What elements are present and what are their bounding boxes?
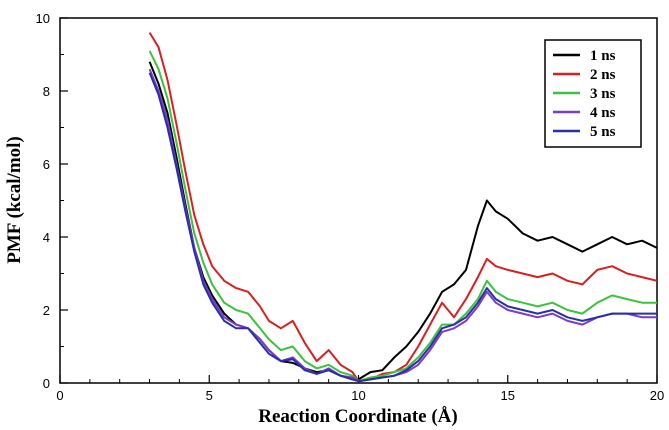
series-line-3 [148, 50, 657, 383]
axis-ticks: 0 5 10 15 20 0 2 4 6 8 10 [36, 11, 665, 403]
series-line-5 [148, 72, 657, 383]
series-line-1 [148, 61, 658, 381]
x-tick-label: 20 [650, 388, 664, 403]
y-axis-title: PMF (kcal/mol) [4, 136, 25, 264]
legend: 1 ns 2 ns 3 ns 4 ns 5 ns [544, 39, 642, 148]
y-tick-label: 0 [43, 376, 50, 391]
series-lines [148, 32, 658, 383]
legend-label: 5 ns [590, 124, 616, 140]
x-tick-label: 5 [206, 388, 213, 403]
legend-label: 3 ns [590, 86, 616, 102]
legend-label: 4 ns [590, 105, 616, 121]
legend-label: 1 ns [590, 48, 616, 64]
y-tick-label: 6 [43, 157, 50, 172]
y-tick-label: 2 [43, 303, 50, 318]
x-tick-label: 15 [501, 388, 515, 403]
x-axis-title: Reaction Coordinate (Å) [258, 406, 457, 427]
x-tick-label: 10 [351, 388, 365, 403]
legend-label: 2 ns [590, 67, 616, 83]
y-tick-label: 8 [43, 84, 50, 99]
y-tick-label: 10 [36, 11, 50, 26]
y-tick-label: 4 [43, 230, 50, 245]
x-tick-label: 0 [56, 388, 63, 403]
